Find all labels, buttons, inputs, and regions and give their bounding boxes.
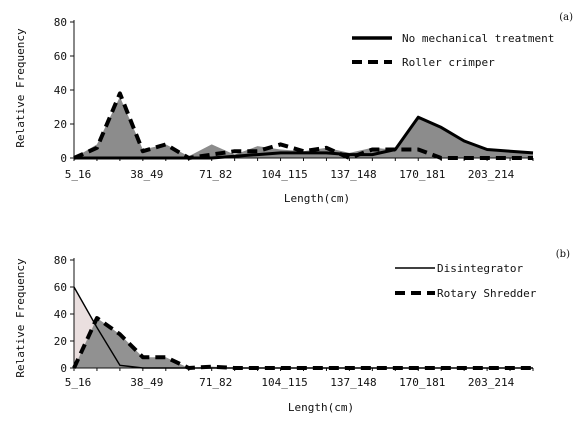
x-axis-label: Length(cm) (284, 192, 350, 205)
panel-label: (b) (556, 249, 570, 260)
x-tick-label: 71_82 (199, 168, 232, 181)
y-tick-label: 20 (54, 335, 67, 348)
y-tick-label: 80 (54, 16, 67, 29)
series-area-1 (74, 318, 533, 368)
y-tick-label: 20 (54, 118, 67, 131)
x-tick-label: 104_115 (261, 168, 307, 181)
y-tick-label: 40 (54, 308, 67, 321)
area-fill (74, 96, 533, 158)
y-tick-label: 40 (54, 84, 67, 97)
x-tick-label: 5_16 (65, 168, 92, 181)
x-tick-label: 170_181 (399, 168, 445, 181)
x-tick-label: 203_214 (468, 376, 515, 389)
x-tick-label: 71_82 (199, 376, 232, 389)
y-tick-label: 0 (60, 362, 67, 375)
series-line-roller-crimper (73, 91, 533, 160)
panel-a: 0 20 40 60 80 5_16 38_49 71_82 104_115 137_148 170… (14, 12, 573, 205)
legend-label: Rotary Shredder (437, 287, 537, 300)
y-tick-label: 0 (60, 152, 67, 165)
x-tick-label: 38_49 (130, 168, 163, 181)
y-tick-label: 60 (54, 281, 67, 294)
x-tick-label: 170_181 (399, 376, 445, 389)
series-line-no-mechanical-treatment (74, 115, 534, 160)
legend-label: Disintegrator (437, 262, 523, 275)
x-tick-label: 137_148 (330, 376, 376, 389)
panel-label: (a) (559, 12, 573, 23)
y-tick-label: 80 (54, 254, 67, 267)
y-tick-label: 60 (54, 50, 67, 63)
y-axis-label: Relative Frequency (14, 28, 27, 148)
panel-b: 0 20 40 60 80 5_16 38_49 71_82 104_115 137_148 170… (14, 249, 570, 414)
x-tick-label: 104_115 (261, 376, 307, 389)
x-tick-label: 38_49 (130, 376, 163, 389)
series-line-rotary-shredder (72, 316, 533, 370)
legend-label: Roller crimper (402, 56, 495, 69)
legend-label: No mechanical treatment (402, 32, 554, 45)
x-axis-label: Length(cm) (288, 401, 354, 414)
x-tick-label: 5_16 (65, 376, 92, 389)
y-axis-label: Relative Frequency (14, 258, 27, 378)
x-tick-label: 203_214 (468, 168, 515, 181)
x-tick-label: 137_148 (330, 168, 376, 181)
